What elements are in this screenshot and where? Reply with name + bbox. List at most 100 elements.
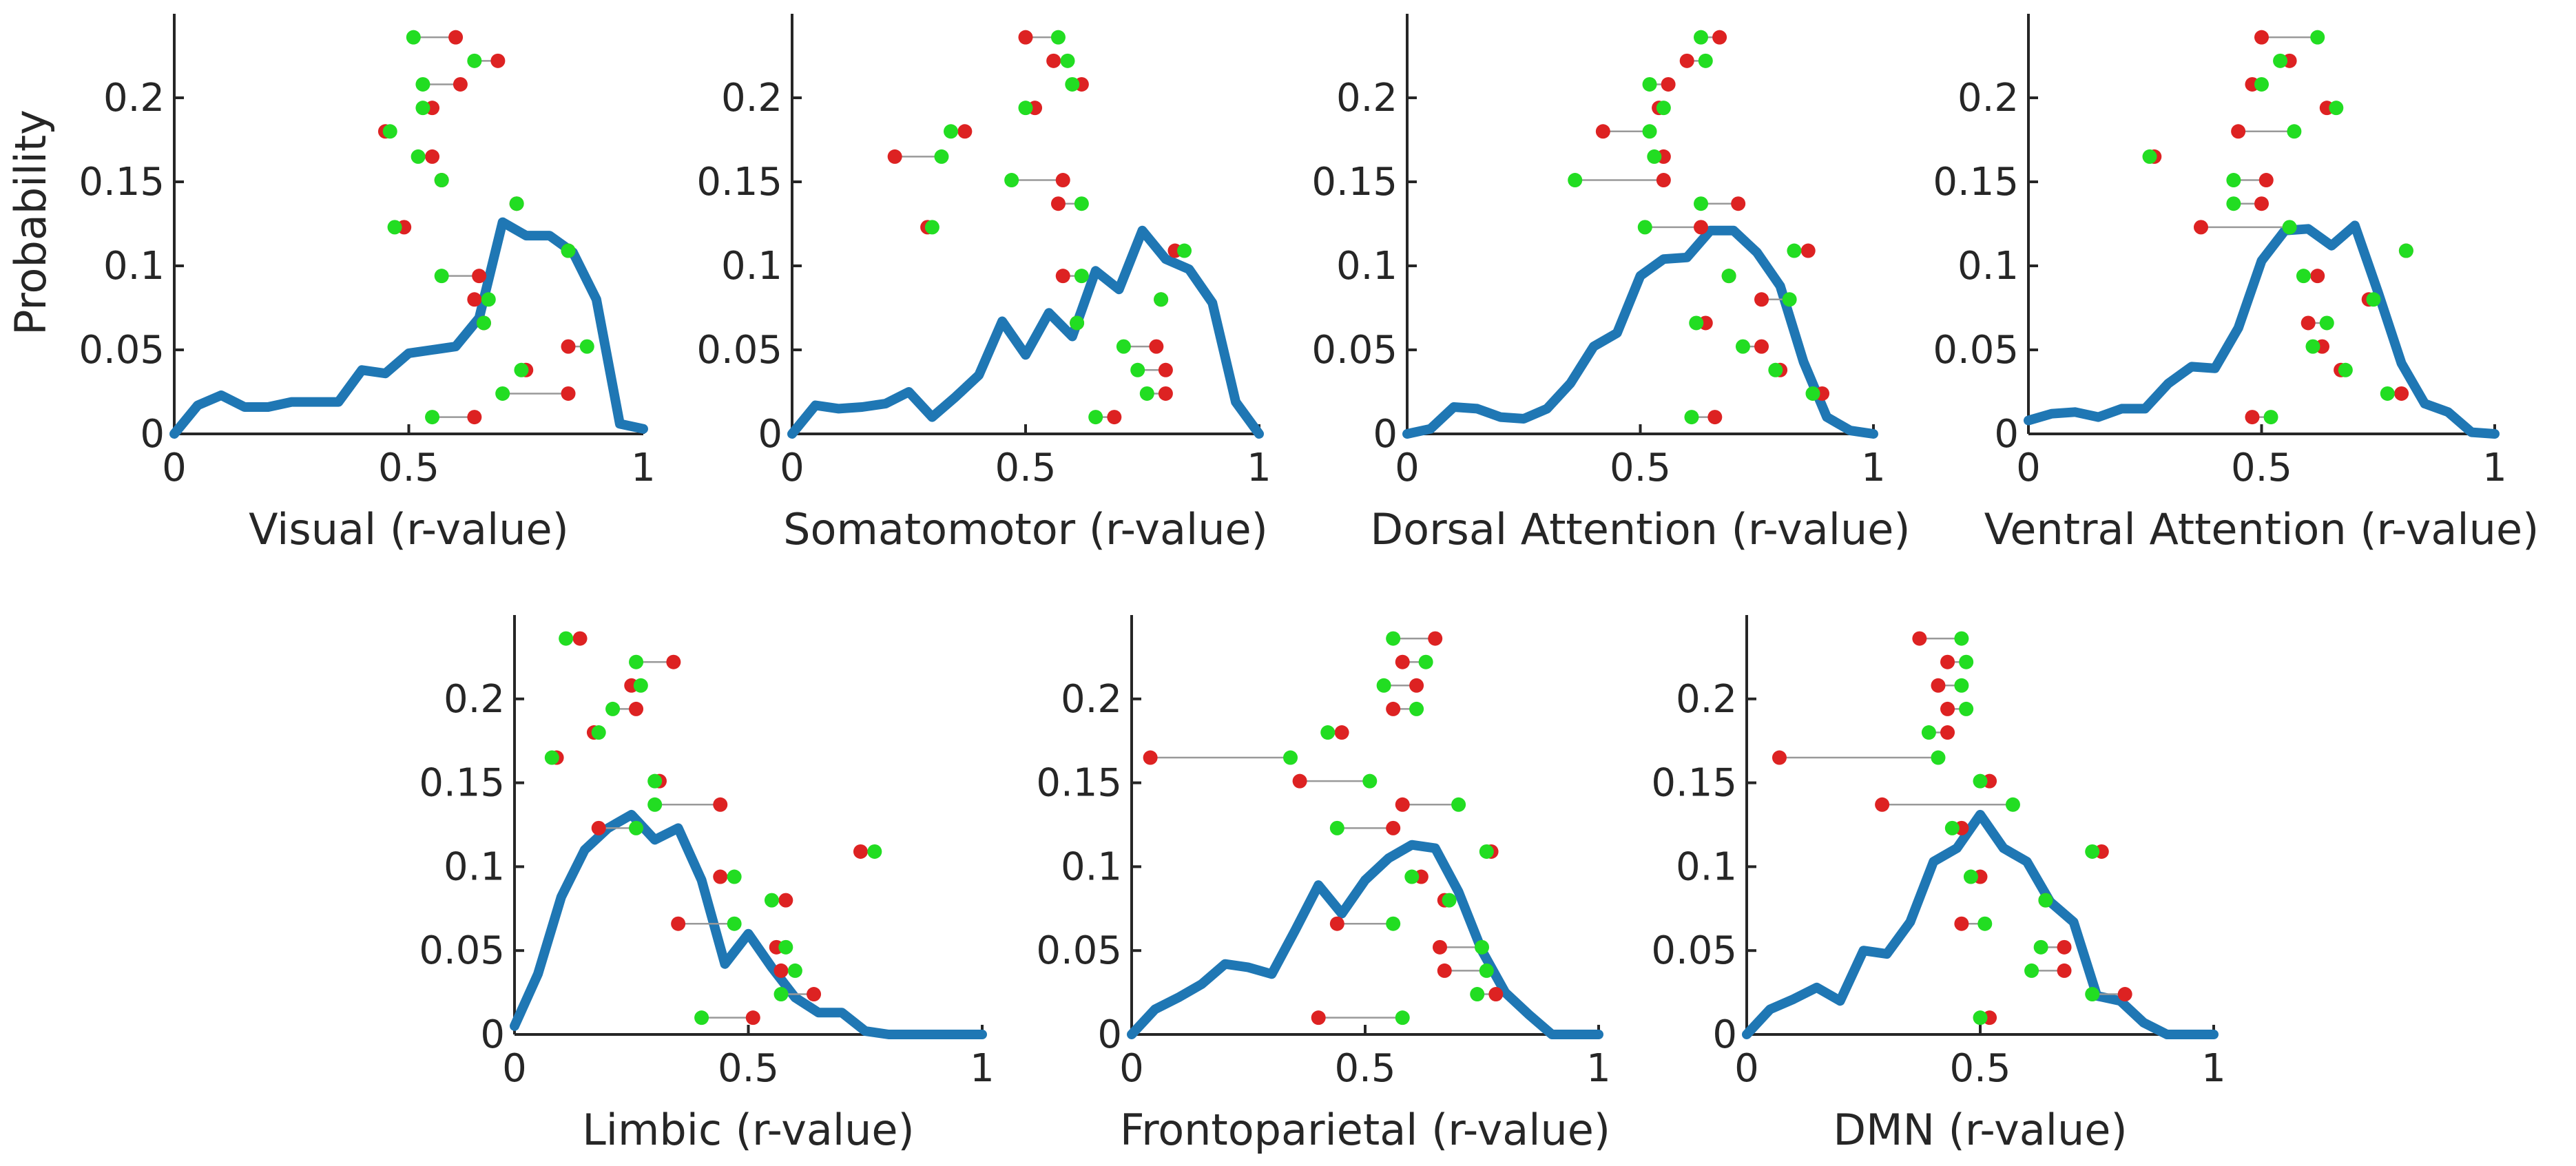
panel-6: 0 0.5 1 0 0.05 0.1 0.15 0.2 Frontoparietal (r-va… [1036, 615, 1611, 1155]
x-tick-label: 0 [1119, 1046, 1144, 1091]
green-point [787, 963, 802, 978]
y-tick-label: 0.05 [79, 328, 165, 373]
red-point [1055, 173, 1070, 188]
y-tick-label: 0 [480, 1012, 505, 1057]
red-point [1679, 53, 1694, 68]
red-point [591, 820, 606, 835]
green-point [1130, 362, 1145, 377]
panel-1: 0 0.5 1 0 0.05 0.1 0.15 0.2 Visual (r-value) [79, 14, 656, 554]
x-tick-label: 0.5 [1949, 1046, 2011, 1091]
green-point [1768, 362, 1783, 377]
red-point [1800, 243, 1816, 258]
x-axis-title: Limbic (r-value) [582, 1105, 915, 1155]
panel-4: 0 0.5 1 0 0.05 0.1 0.15 0.2 Ventral Attention (r… [1933, 14, 2539, 554]
red-point [2117, 987, 2132, 1002]
y-tick-label: 0.2 [103, 76, 165, 121]
green-point [2273, 53, 2288, 68]
green-point [1959, 654, 1974, 669]
red-point [2231, 124, 2246, 139]
panel-5: 0 0.5 1 0 0.05 0.1 0.15 0.2 Limbic (r-value) [419, 615, 995, 1155]
red-point [1707, 410, 1723, 425]
green-point [1116, 339, 1131, 354]
green-point [1088, 410, 1103, 425]
density-line [2024, 220, 2500, 439]
red-point [1428, 631, 1443, 646]
green-point [1070, 315, 1085, 331]
x-tick-label: 0 [162, 446, 187, 490]
red-point [666, 654, 681, 669]
red-point [2254, 30, 2269, 45]
green-point [1376, 678, 1391, 693]
y-tick-label: 0.2 [1957, 76, 2019, 121]
y-tick-label: 0.1 [103, 244, 165, 289]
y-tick-label: 0.2 [1336, 76, 1398, 121]
x-axis-title: Dorsal Attention (r-value) [1370, 504, 1910, 554]
x-tick-label: 0.5 [1334, 1046, 1395, 1091]
density-line [787, 225, 1264, 439]
x-tick-label: 1 [2482, 446, 2507, 490]
red-point [1694, 220, 1709, 235]
green-point [1735, 339, 1750, 354]
green-point [387, 220, 402, 235]
y-tick-label: 0 [140, 412, 165, 457]
green-point [2338, 362, 2353, 377]
green-point [1386, 916, 1401, 931]
red-point [1437, 963, 1452, 978]
x-tick-label: 1 [631, 446, 656, 490]
green-point [1177, 243, 1192, 258]
green-point [1479, 844, 1494, 859]
green-point [629, 654, 644, 669]
red-point [2057, 939, 2072, 955]
green-point [1362, 773, 1378, 789]
green-point [559, 631, 574, 646]
y-tick-label: 0.1 [1676, 844, 1737, 889]
green-point [476, 315, 491, 331]
green-point [764, 893, 779, 908]
red-point [853, 844, 868, 859]
green-point [2226, 196, 2241, 211]
green-point [694, 1010, 709, 1026]
red-point [1954, 916, 1969, 931]
green-point [1963, 869, 1978, 884]
green-point [1637, 220, 1652, 235]
green-point [561, 243, 576, 258]
green-point [591, 725, 606, 740]
green-point [1451, 797, 1466, 812]
green-point [1782, 292, 1797, 307]
x-tick-label: 0.5 [2231, 446, 2292, 490]
green-point [2329, 101, 2344, 116]
green-point [2033, 939, 2048, 955]
red-point [778, 893, 793, 908]
green-point [481, 292, 496, 307]
red-point [1488, 987, 1504, 1002]
x-tick-label: 0 [1395, 446, 1420, 490]
y-tick-label: 0.05 [1036, 928, 1122, 973]
green-point [1470, 987, 1485, 1002]
green-point [1409, 701, 1424, 716]
y-tick-label: 0.2 [1676, 677, 1737, 722]
green-point [1404, 869, 1420, 884]
red-point [713, 869, 728, 884]
red-point [561, 339, 576, 354]
green-point [1977, 916, 1993, 931]
green-point [934, 149, 949, 164]
green-point [2282, 220, 2297, 235]
red-point [1432, 939, 1447, 955]
green-point [1475, 939, 1489, 955]
red-point [1334, 725, 1349, 740]
red-point [807, 987, 822, 1002]
green-point [1698, 53, 1713, 68]
red-point [453, 76, 468, 92]
red-point [1731, 196, 1746, 211]
green-point [727, 916, 742, 931]
green-point [579, 339, 594, 354]
y-tick-label: 0.2 [1061, 677, 1122, 722]
green-point [1973, 1010, 1988, 1026]
red-point [1661, 76, 1676, 92]
green-point [2254, 76, 2269, 92]
x-tick-label: 1 [1861, 446, 1886, 490]
y-tick-label: 0.1 [1336, 244, 1398, 289]
y-tick-label: 0.05 [696, 328, 782, 373]
y-tick-label: 0.15 [1651, 761, 1737, 806]
green-point [633, 678, 648, 693]
